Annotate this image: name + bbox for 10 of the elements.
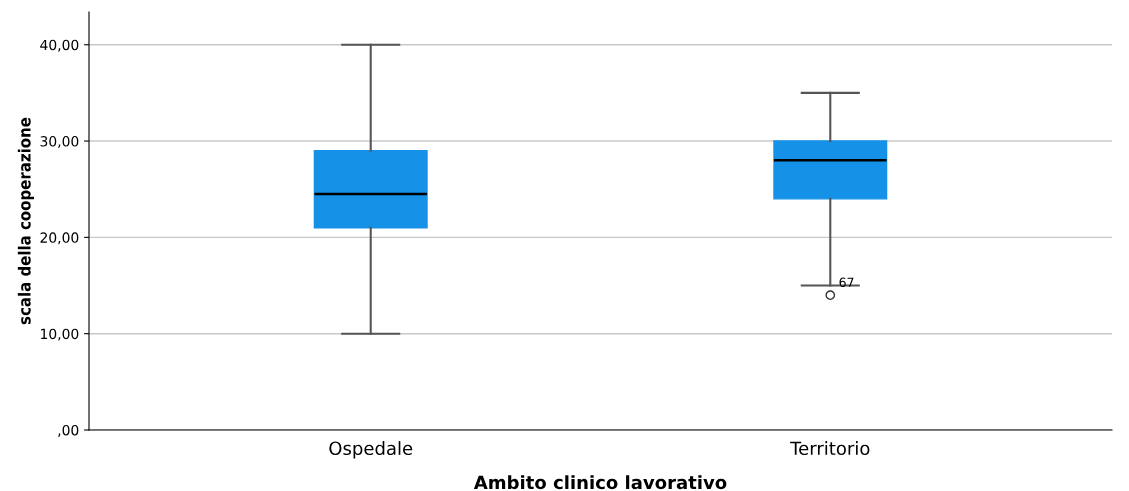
x-tick-label: Territorio [790, 441, 870, 456]
y-tick-label: 30,00 [40, 136, 79, 148]
y-tick-label: 20,00 [40, 232, 79, 245]
x-axis-title: Ambito clinico lavorativo [473, 475, 727, 490]
y-axis-title: scala della cooperazione [17, 117, 34, 325]
y-tick-label: 40,00 [40, 39, 79, 52]
x-tick-label: Ospedale [329, 441, 413, 459]
annotation: 67 [839, 277, 854, 288]
y-tick-label: ,00 [58, 424, 79, 437]
y-tick-label: 10,00 [41, 328, 79, 341]
